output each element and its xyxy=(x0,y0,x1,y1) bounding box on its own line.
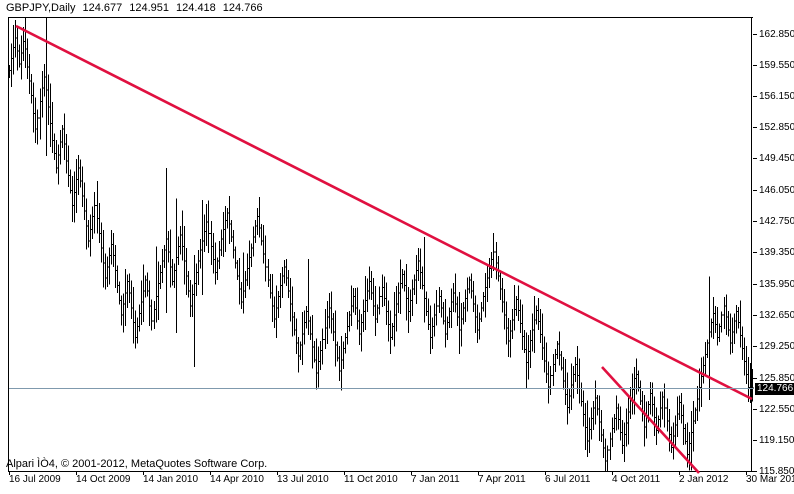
time-tick-mark xyxy=(143,471,144,475)
price-tick-mark xyxy=(753,158,757,160)
price-tick-label: 115.850 xyxy=(759,466,794,477)
time-tick-label: 13 Jul 2010 xyxy=(277,474,329,485)
price-tick-label: 135.950 xyxy=(759,279,794,291)
price-tick-label: 142.750 xyxy=(759,215,794,227)
time-tick-mark xyxy=(9,471,10,475)
price-tick-label: 125.850 xyxy=(759,372,794,384)
time-tick-label: 11 Oct 2010 xyxy=(344,474,398,485)
price-tick-mark xyxy=(753,471,757,472)
price-tick-label: 122.550 xyxy=(759,403,794,415)
price-tick-mark xyxy=(753,346,757,348)
price-tick-mark xyxy=(753,220,757,222)
time-tick-mark xyxy=(411,471,412,475)
time-tick-mark xyxy=(478,471,479,475)
symbol-period-label: GBPJPY,Daily xyxy=(6,2,76,14)
time-tick-mark xyxy=(277,471,278,475)
plot-top-border xyxy=(8,17,753,18)
price-tick-label: 119.150 xyxy=(759,435,794,447)
time-tick-mark xyxy=(545,471,546,475)
time-tick-mark xyxy=(746,471,747,475)
price-tick-mark xyxy=(753,284,757,286)
price-tick-label: 132.650 xyxy=(759,309,794,321)
quote-open: 124.677 xyxy=(82,2,123,14)
price-tick-mark xyxy=(753,126,757,128)
price-tick-mark xyxy=(753,314,757,316)
time-tick-label: 4 Oct 2011 xyxy=(612,474,661,485)
copyright-label: Alpari ÌÒ4, © 2001-2012, MetaQuotes Soft… xyxy=(6,458,268,470)
time-tick-mark xyxy=(76,471,77,475)
price-tick-label: 129.250 xyxy=(759,341,794,353)
price-tick-mark xyxy=(753,33,757,35)
price-tick-label: 149.450 xyxy=(759,153,794,165)
price-tick-mark xyxy=(753,440,757,442)
time-tick-mark xyxy=(679,471,680,475)
time-tick-label: 6 Jul 2011 xyxy=(545,474,591,485)
plot-bottom-border xyxy=(8,471,753,472)
time-tick-mark xyxy=(210,471,211,475)
current-price-tag: 124.766 xyxy=(755,383,794,395)
price-tick-mark xyxy=(753,408,757,410)
price-tick-mark xyxy=(753,252,757,254)
time-tick-mark xyxy=(344,471,345,475)
plot-area[interactable] xyxy=(8,17,752,472)
price-tick-mark xyxy=(753,377,757,379)
symbol-header: GBPJPY,Daily 124.677 124.951 124.418 124.766 xyxy=(6,2,263,15)
price-tick-label: 156.150 xyxy=(759,91,794,103)
quote-low: 124.418 xyxy=(176,2,216,14)
time-axis[interactable]: 16 Jul 2009 14 Oct 2009 14 Jan 2010 14 Apr … xyxy=(0,471,794,488)
time-tick-label: 14 Apr 2010 xyxy=(210,474,264,485)
price-tick-mark xyxy=(753,96,757,98)
price-tick-label: 159.550 xyxy=(759,59,794,71)
price-tick-label: 152.850 xyxy=(759,121,794,133)
time-tick-label: 2 Jan 2012 xyxy=(679,474,729,485)
price-tick-mark xyxy=(753,190,757,192)
price-tick-label: 146.050 xyxy=(759,185,794,197)
price-tick-label: 139.350 xyxy=(759,247,794,259)
time-tick-label: 16 Jul 2009 xyxy=(9,474,61,485)
quote-high: 124.951 xyxy=(129,2,170,14)
time-tick-label: 7 Apr 2011 xyxy=(478,474,526,485)
time-tick-mark xyxy=(612,471,613,475)
time-tick-label: 14 Jan 2010 xyxy=(143,474,199,485)
current-price-line xyxy=(9,388,753,389)
price-axis[interactable]: 162.850 159.550 156.150 152.850 149.450 146.0… xyxy=(753,0,794,494)
quote-close: 124.766 xyxy=(222,2,263,14)
time-tick-label: 14 Oct 2009 xyxy=(76,474,131,485)
time-tick-label: 7 Jan 2011 xyxy=(411,474,460,485)
price-tick-label: 162.850 xyxy=(759,28,794,40)
price-tick-mark xyxy=(753,64,757,66)
time-tick-label: 30 Mar 2012 xyxy=(746,474,794,485)
